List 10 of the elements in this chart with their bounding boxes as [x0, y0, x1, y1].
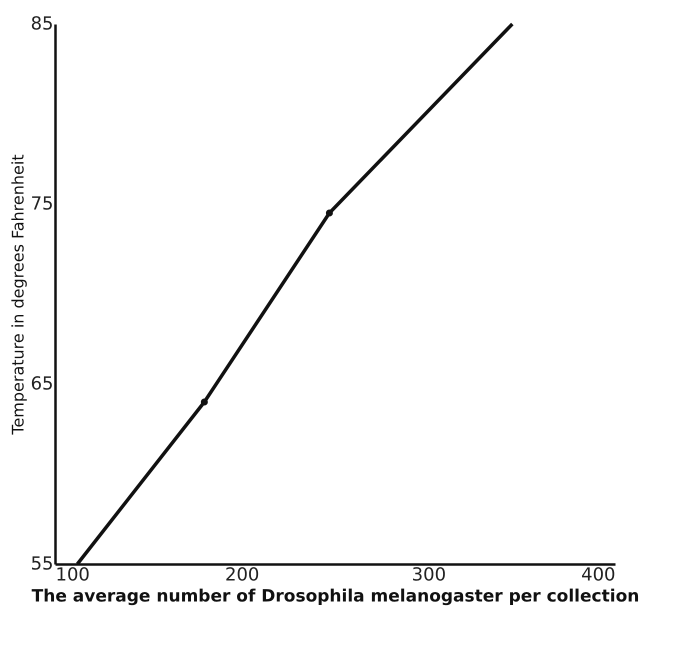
y-tick-label: 85 [30, 14, 54, 34]
y-tick-label: 65 [30, 374, 54, 394]
x-tick-label: 100 [56, 564, 90, 586]
x-tick-label: 200 [224, 564, 260, 586]
x-tick-label: 300 [412, 564, 446, 586]
y-tick-label: 55 [30, 554, 54, 574]
x-tick-label: 400 [581, 564, 616, 586]
x-axis-title: The average number of Drosophila melanogaster per collection [32, 586, 640, 606]
y-axis-title: Temperature in degrees Fahrenheit [8, 154, 28, 436]
y-tick-label: 75 [30, 194, 54, 214]
